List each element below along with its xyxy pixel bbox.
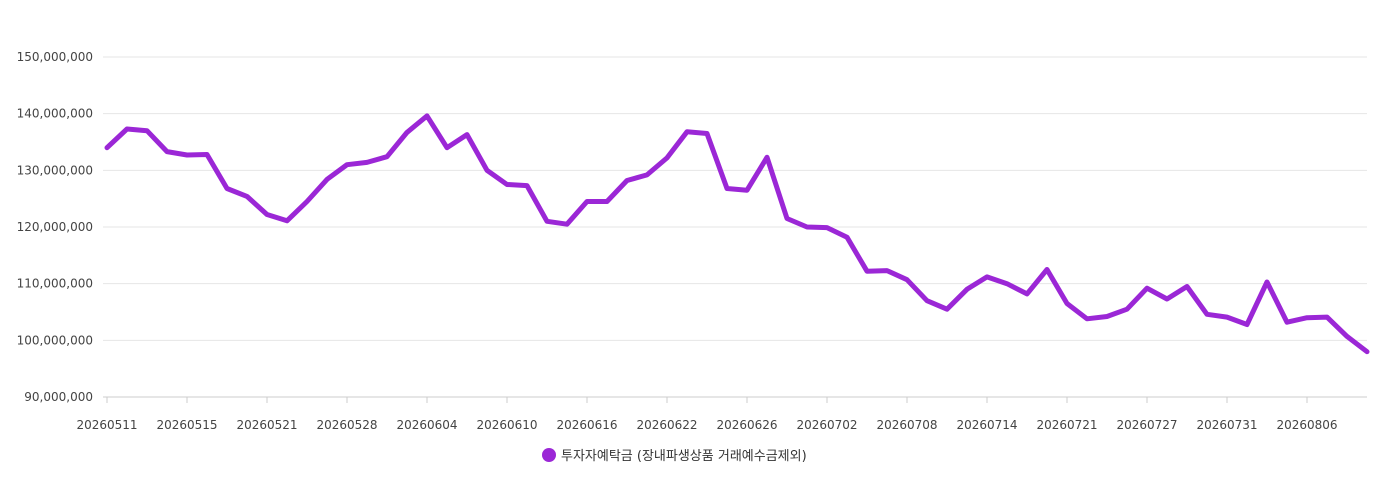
series-line[interactable]	[104, 113, 1370, 355]
series-layer	[103, 112, 1371, 356]
data-point[interactable]	[1043, 266, 1051, 274]
data-point[interactable]	[1243, 320, 1251, 328]
x-tick-label: 20260528	[316, 418, 377, 432]
data-point[interactable]	[763, 153, 771, 161]
data-point[interactable]	[103, 144, 111, 152]
data-point[interactable]	[663, 154, 671, 162]
data-point[interactable]	[323, 175, 331, 183]
y-tick-label: 130,000,000	[17, 163, 93, 177]
data-point[interactable]	[483, 166, 491, 174]
data-point[interactable]	[1263, 278, 1271, 286]
data-point[interactable]	[683, 128, 691, 136]
data-point[interactable]	[1023, 290, 1031, 298]
data-point[interactable]	[503, 181, 511, 189]
data-point[interactable]	[343, 161, 351, 169]
data-point[interactable]	[263, 211, 271, 219]
data-point[interactable]	[1343, 332, 1351, 340]
x-tick-label: 20260626	[716, 418, 777, 432]
data-point[interactable]	[223, 184, 231, 192]
data-point[interactable]	[1283, 318, 1291, 326]
data-point[interactable]	[983, 273, 991, 281]
data-point[interactable]	[1203, 310, 1211, 318]
x-tick-label: 20260521	[236, 418, 297, 432]
y-tick-label: 100,000,000	[17, 333, 93, 347]
y-tick-label: 120,000,000	[17, 220, 93, 234]
y-tick-label: 110,000,000	[17, 277, 93, 291]
data-point[interactable]	[783, 215, 791, 223]
x-tick-label: 20260714	[956, 418, 1017, 432]
data-point[interactable]	[423, 112, 431, 120]
data-point[interactable]	[1083, 315, 1091, 323]
data-point[interactable]	[603, 198, 611, 206]
data-point[interactable]	[963, 285, 971, 293]
data-point[interactable]	[1103, 313, 1111, 321]
y-axis-tick-labels: 90,000,000 100,000,000 110,000,000 120,000,…	[17, 50, 93, 404]
data-point[interactable]	[823, 224, 831, 232]
data-point[interactable]	[563, 220, 571, 228]
data-point[interactable]	[523, 182, 531, 190]
data-point[interactable]	[843, 233, 851, 241]
y-tick-label: 140,000,000	[17, 107, 93, 121]
data-point[interactable]	[1143, 284, 1151, 292]
data-point[interactable]	[443, 144, 451, 152]
data-point[interactable]	[803, 223, 811, 231]
x-tick-label: 20260721	[1036, 418, 1097, 432]
x-tick-label: 20260806	[1276, 418, 1337, 432]
data-point[interactable]	[1323, 313, 1331, 321]
data-point[interactable]	[903, 276, 911, 284]
x-tick-label: 20260511	[76, 418, 137, 432]
data-point[interactable]	[643, 171, 651, 179]
x-tick-label: 20260616	[556, 418, 617, 432]
data-point[interactable]	[243, 192, 251, 200]
data-point[interactable]	[203, 150, 211, 158]
x-tick-label: 20260731	[1196, 418, 1257, 432]
x-tick-label: 20260604	[396, 418, 457, 432]
x-tick-label: 20260727	[1116, 418, 1177, 432]
data-point[interactable]	[463, 131, 471, 139]
data-point[interactable]	[1363, 348, 1371, 356]
data-point[interactable]	[1303, 314, 1311, 322]
data-point[interactable]	[163, 148, 171, 156]
x-tick-label: 20260708	[876, 418, 937, 432]
data-point[interactable]	[1183, 283, 1191, 291]
data-point[interactable]	[283, 217, 291, 225]
data-point[interactable]	[143, 127, 151, 135]
data-point[interactable]	[1223, 313, 1231, 321]
data-point[interactable]	[1063, 300, 1071, 308]
data-point[interactable]	[363, 158, 371, 166]
data-point[interactable]	[1003, 280, 1011, 288]
x-tick-label: 20260610	[476, 418, 537, 432]
data-point[interactable]	[1163, 295, 1171, 303]
data-point[interactable]	[583, 198, 591, 206]
data-point[interactable]	[183, 151, 191, 159]
data-point[interactable]	[623, 177, 631, 185]
data-point[interactable]	[863, 267, 871, 275]
y-tick-label: 150,000,000	[17, 50, 93, 64]
legend-marker-icon	[542, 448, 556, 462]
y-tick-label: 90,000,000	[24, 390, 93, 404]
data-point[interactable]	[123, 125, 131, 133]
data-point[interactable]	[883, 267, 891, 275]
data-point[interactable]	[723, 184, 731, 192]
legend-label: 투자자예탁금 (장내파생상품 거래예수금제외)	[561, 449, 807, 464]
data-point[interactable]	[543, 217, 551, 225]
data-point[interactable]	[303, 198, 311, 206]
data-point[interactable]	[703, 130, 711, 138]
data-point[interactable]	[1123, 305, 1131, 313]
x-tick-label: 20260515	[156, 418, 217, 432]
x-axis-tick-labels: 20260511 20260515 20260521 20260528 20260604…	[76, 397, 1338, 432]
x-tick-label: 20260622	[636, 418, 697, 432]
x-tick-label: 20260702	[796, 418, 857, 432]
data-point[interactable]	[403, 128, 411, 136]
data-point[interactable]	[943, 305, 951, 313]
data-point[interactable]	[743, 186, 751, 194]
data-point[interactable]	[383, 153, 391, 161]
legend[interactable]: 투자자예탁금 (장내파생상품 거래예수금제외)	[542, 448, 807, 464]
data-point[interactable]	[923, 297, 931, 305]
grid-lines	[103, 56, 1367, 398]
